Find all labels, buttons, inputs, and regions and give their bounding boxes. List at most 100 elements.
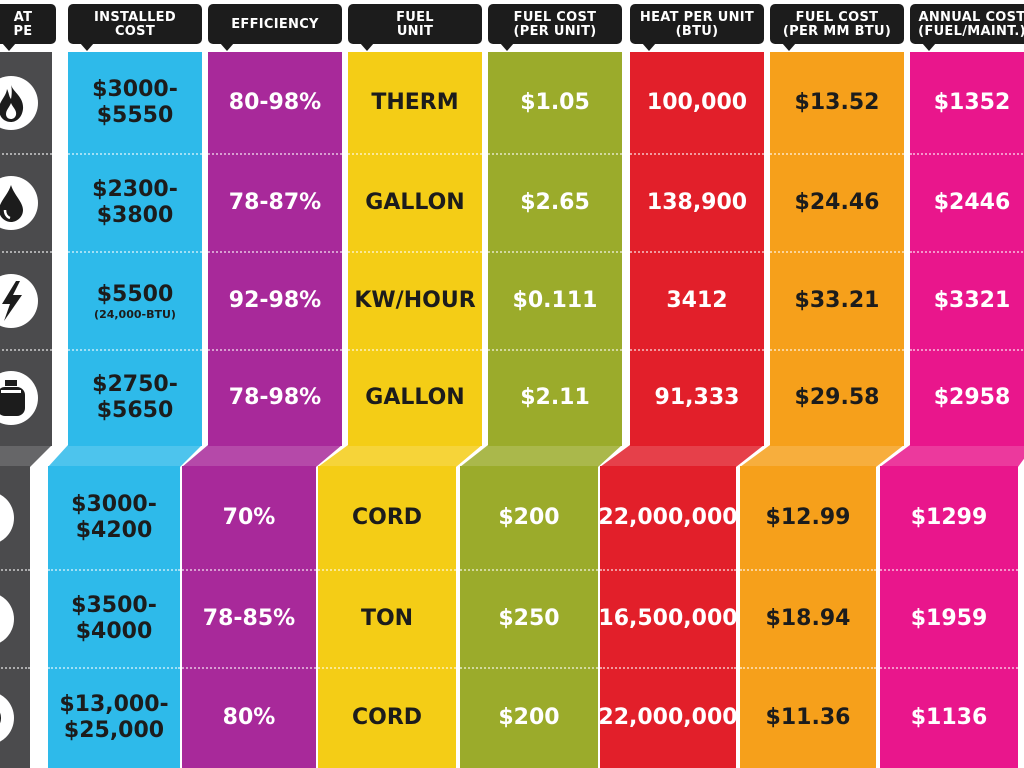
header-fuel-unit: FUEL UNIT — [348, 4, 482, 51]
type-cell — [0, 668, 30, 768]
efficiency-cell: 70% — [182, 466, 316, 570]
fuel-cost-unit-cell: $2.11 — [488, 350, 622, 446]
column-fuel-cost-mm-upper: $13.52 $24.46 $33.21 $29.58 — [770, 52, 904, 446]
fuel-unit-value: CORD — [351, 505, 423, 530]
fuel-cost-unit-value: $2.65 — [520, 190, 590, 215]
row-separator — [880, 569, 1018, 571]
annual-cost-cell: $2958 — [910, 350, 1024, 446]
row-separator — [348, 251, 482, 253]
fuel-unit-value: THERM — [371, 90, 459, 115]
fuel-unit-cell: THERM — [348, 52, 482, 154]
fuel-unit-value: TON — [360, 606, 414, 631]
row-separator — [182, 667, 316, 669]
column-heat-per-unit-ramp — [600, 445, 764, 467]
row-separator — [48, 569, 180, 571]
row-separator — [740, 667, 876, 669]
type-cell — [0, 52, 52, 154]
efficiency-value: 92-98% — [228, 288, 322, 313]
installed-cost-cell: $13,000- $25,000 — [48, 668, 180, 768]
type-cell — [0, 570, 30, 668]
wood-boiler-icon — [0, 691, 14, 745]
header-annual-cost: ANNUAL COST (FUEL/MAINT.) — [910, 4, 1024, 51]
installed-cost-value: $3000- $5550 — [92, 77, 178, 128]
installed-cost-value: $3000- $4200 — [71, 492, 157, 543]
fuel-cost-mm-value: $11.36 — [765, 705, 851, 730]
column-type-lower — [0, 466, 30, 768]
fuel-cost-mm-value: $24.46 — [794, 190, 880, 215]
row-separator — [208, 153, 342, 155]
row-separator — [910, 153, 1024, 155]
pellet-stove-icon — [0, 592, 14, 646]
annual-cost-value: $1136 — [910, 705, 988, 730]
row-separator — [630, 153, 764, 155]
header-fuel-cost-mm: FUEL COST (PER MM BTU) — [770, 4, 904, 51]
row-separator — [0, 153, 52, 155]
flame-icon — [0, 76, 38, 130]
lightning-icon — [0, 274, 38, 328]
installed-cost-value: $2750- $5650 — [92, 372, 178, 423]
heat-per-unit-value: 91,333 — [654, 385, 740, 410]
header-heat-per-unit: HEAT PER UNIT (BTU) — [630, 4, 764, 51]
heat-per-unit-value: 16,500,000 — [598, 606, 738, 631]
row-separator — [48, 667, 180, 669]
fuel-cost-mm-value: $18.94 — [765, 606, 851, 631]
fuel-cost-unit-value: $1.05 — [520, 90, 590, 115]
column-installed-cost-ramp — [48, 445, 202, 467]
column-heat-per-unit-upper: 100,000 138,900 3412 91,333 — [630, 52, 764, 446]
installed-cost-value: $13,000- $25,000 — [59, 692, 169, 743]
fuel-unit-value: CORD — [351, 705, 423, 730]
column-type-upper — [0, 52, 52, 446]
annual-cost-cell: $1299 — [880, 466, 1018, 570]
header-installed-cost: INSTALLED COST — [68, 4, 202, 51]
row-separator — [68, 153, 202, 155]
efficiency-value: 78-98% — [228, 385, 322, 410]
efficiency-value: 80-98% — [228, 90, 322, 115]
type-cell — [0, 466, 30, 570]
annual-cost-value: $1959 — [910, 606, 988, 631]
type-cell — [0, 350, 52, 446]
fuel-cost-mm-value: $12.99 — [765, 505, 851, 530]
column-annual-cost-lower: $1299 $1959 $1136 — [880, 466, 1018, 768]
row-separator — [600, 569, 736, 571]
heat-per-unit-cell: 22,000,000 — [598, 668, 737, 768]
row-separator — [630, 251, 764, 253]
fuel-unit-value: GALLON — [365, 190, 465, 215]
fuel-cost-unit-value: $250 — [498, 606, 560, 631]
installed-cost-value: $2300- $3800 — [92, 177, 178, 228]
header-efficiency: EFFICIENCY — [208, 4, 342, 51]
fuel-cost-unit-cell: $200 — [460, 466, 598, 570]
type-cell — [0, 154, 52, 252]
row-separator — [770, 349, 904, 351]
installed-cost-cell: $2300- $3800 — [68, 154, 202, 252]
column-installed-cost-lower: $3000- $4200 $3500- $4000 $13,000- $25,000 — [48, 466, 180, 768]
column-efficiency-upper: 80-98% 78-87% 92-98% 78-98% — [208, 52, 342, 446]
annual-cost-value: $3321 — [933, 288, 1011, 313]
fuel-cost-unit-value: $2.11 — [520, 385, 590, 410]
efficiency-cell: 78-85% — [182, 570, 316, 668]
fuel-cost-unit-value: $200 — [498, 705, 560, 730]
heat-per-unit-cell: 91,333 — [630, 350, 764, 446]
efficiency-cell: 78-98% — [208, 350, 342, 446]
row-separator — [488, 349, 622, 351]
row-separator — [630, 349, 764, 351]
row-separator — [740, 569, 876, 571]
type-cell — [0, 252, 52, 350]
header-type: AT PE — [0, 4, 56, 51]
heat-per-unit-cell: 22,000,000 — [598, 466, 737, 570]
oil-drop-icon — [0, 176, 38, 230]
row-separator — [318, 667, 456, 669]
fuel-cost-mm-cell: $11.36 — [740, 668, 876, 768]
row-separator — [488, 251, 622, 253]
row-separator — [770, 153, 904, 155]
fuel-cost-mm-value: $29.58 — [794, 385, 880, 410]
fuel-cost-mm-value: $13.52 — [794, 90, 880, 115]
fuel-unit-cell: GALLON — [348, 154, 482, 252]
efficiency-cell: 80% — [182, 668, 316, 768]
annual-cost-cell: $2446 — [910, 154, 1024, 252]
row-separator — [0, 251, 52, 253]
row-separator — [600, 667, 736, 669]
fuel-unit-cell: CORD — [318, 668, 456, 768]
row-separator — [460, 569, 598, 571]
column-annual-cost-ramp — [880, 445, 1024, 467]
row-separator — [0, 569, 30, 571]
